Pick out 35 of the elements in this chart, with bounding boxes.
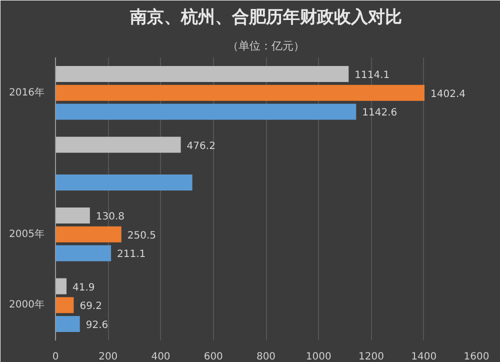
bar [56,297,74,314]
chart-title: 南京、杭州、合肥历年财政收入对比 [129,8,402,28]
data-label: 41.9 [72,282,95,294]
bar [56,136,181,153]
chart-subtitle: （单位：亿元） [228,40,304,52]
x-tick-label: 200 [98,352,118,362]
bar [56,278,67,294]
data-label: 211.1 [117,249,146,260]
data-label: 250.5 [127,230,156,242]
data-label: 1114.1 [354,70,390,82]
bar [56,84,425,101]
bar [56,245,112,262]
x-tick-label: 400 [151,352,170,362]
data-label: 476.2 [186,140,216,152]
data-label: 1142.6 [362,108,398,119]
bar [56,207,90,224]
y-tick-label: 2000年 [9,298,45,311]
data-label: 69.2 [80,301,102,312]
x-tick-label: 1400 [411,352,437,362]
x-tick-label: 1200 [358,352,384,362]
bar [56,226,122,242]
x-tick-label: 0 [52,352,59,362]
bar [56,104,356,120]
bar [56,174,192,191]
x-tick-label: 1600 [464,352,490,362]
x-tick-label: 1000 [306,352,332,362]
y-tick-label: 2005年 [9,228,45,240]
bar [56,66,349,82]
data-label: 92.6 [86,320,108,331]
x-tick-label: 600 [204,352,223,362]
data-label: 1402.4 [430,88,466,100]
y-tick-label: 2016年 [9,86,45,98]
bar [56,316,80,332]
data-label: 130.8 [96,212,125,223]
x-tick-label: 800 [256,352,276,362]
